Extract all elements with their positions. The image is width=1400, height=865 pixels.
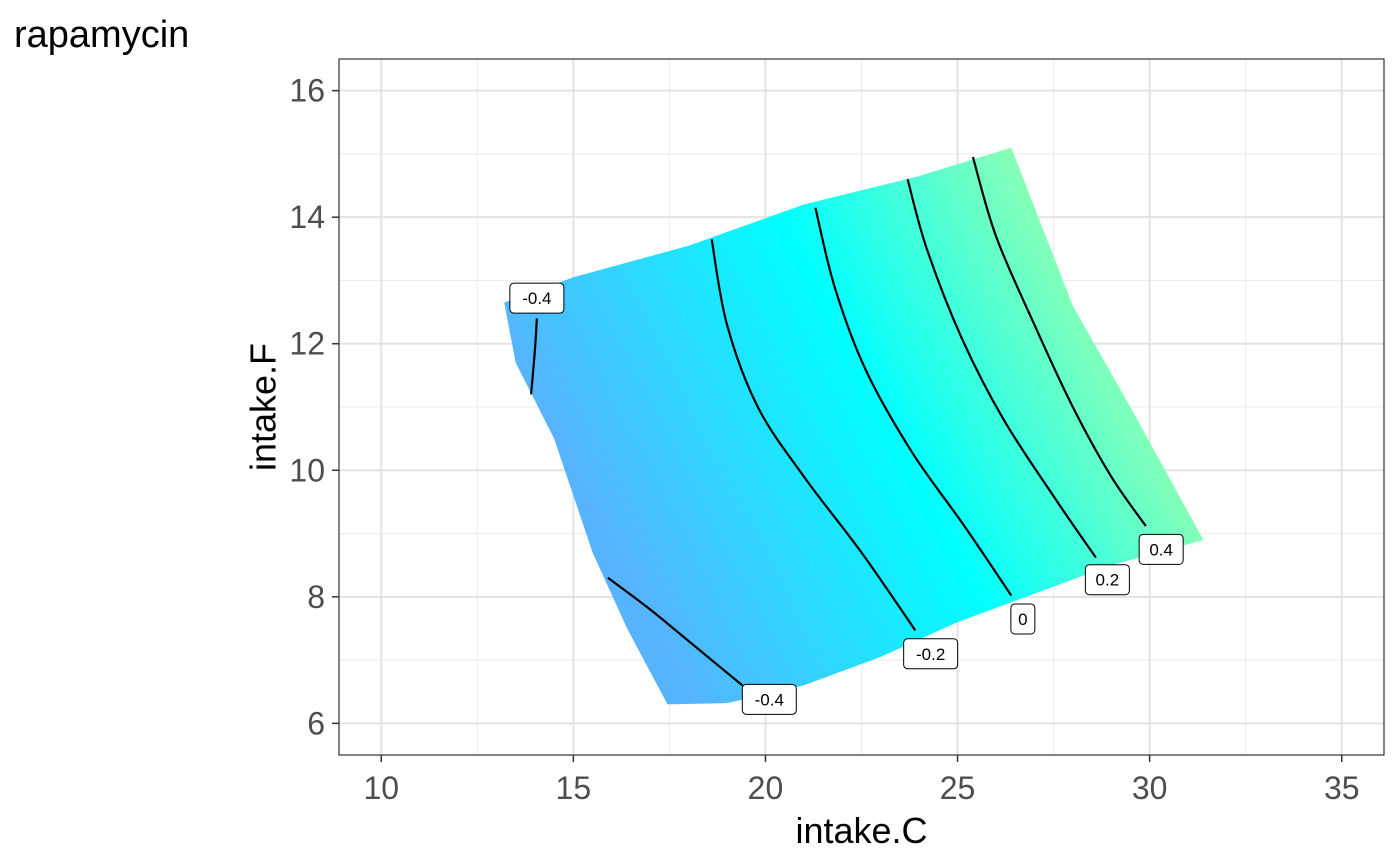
contour-label-text: 0.4 (1149, 540, 1173, 559)
contour-label: 0.2 (1084, 564, 1130, 596)
panel-border (338, 58, 1385, 756)
x-axis: 10 15 20 25 30 35 (363, 755, 1360, 806)
x-tick-label: 25 (940, 770, 976, 806)
y-tick-label: 6 (307, 705, 325, 741)
contour-label-text: -0.4 (522, 289, 551, 308)
contour-labels: -0.4 -0.4 -0.2 0 0.2 0.4 (509, 282, 1184, 715)
y-tick-label: 8 (307, 579, 325, 615)
contour-label-box (1138, 533, 1184, 565)
y-axis-title: intake.F (243, 343, 284, 471)
contour-label-text: -0.2 (916, 645, 945, 664)
y-tick-label: 14 (289, 199, 325, 235)
chart-title: rapamycin (14, 14, 190, 56)
contour-label-box (1010, 603, 1036, 635)
contour-label: -0.2 (903, 638, 959, 670)
contour-label: 0.4 (1138, 533, 1184, 565)
contour-label-box (1084, 564, 1130, 596)
contour-label: -0.4 (509, 282, 565, 314)
y-tick-label: 12 (289, 326, 325, 362)
contour-line (971, 156, 1147, 527)
x-tick-label: 30 (1132, 770, 1168, 806)
contour-line (530, 318, 538, 395)
contour-line (607, 576, 744, 687)
contour-label-text: -0.4 (755, 690, 784, 709)
contour-label: -0.4 (741, 683, 797, 715)
x-tick-label: 35 (1324, 770, 1360, 806)
contour-line (710, 239, 917, 632)
y-tick-label: 10 (289, 452, 325, 488)
y-tick-label: 16 (289, 73, 325, 109)
y-axis: 6 8 10 12 14 16 (289, 73, 339, 741)
prediction-surface (504, 147, 1204, 705)
contour-label-box (741, 683, 797, 715)
x-tick-label: 10 (363, 770, 399, 806)
contour-label-box (509, 282, 565, 314)
contour-label-box (903, 638, 959, 670)
contour-line (906, 178, 1097, 559)
contour-label-text: 0.2 (1096, 571, 1120, 590)
contour-line (814, 207, 1013, 597)
x-axis-title: intake.C (795, 810, 927, 851)
x-tick-label: 15 (556, 770, 592, 806)
contour-label: 0 (1010, 603, 1036, 635)
contour-lines (530, 156, 1147, 687)
x-tick-label: 20 (748, 770, 784, 806)
contour-label-text: 0 (1018, 610, 1027, 629)
